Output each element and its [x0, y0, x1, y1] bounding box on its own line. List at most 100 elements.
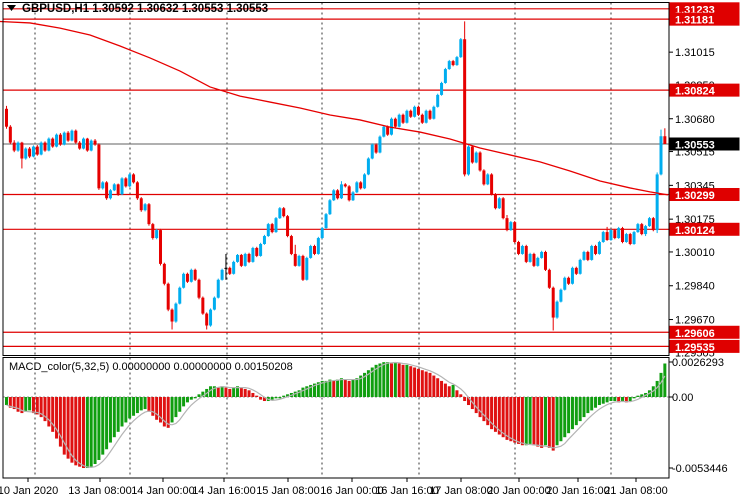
candle-body — [351, 192, 355, 201]
macd-bar — [486, 397, 490, 426]
candle-body — [24, 148, 28, 159]
macd-bar — [132, 397, 136, 416]
macd-bar — [301, 387, 305, 397]
price-level-badge-label: 1.30124 — [675, 225, 716, 237]
candle-body — [413, 106, 417, 117]
candle-body — [82, 138, 85, 149]
candle-body — [594, 245, 598, 254]
macd-bar — [120, 397, 124, 427]
candle-body — [278, 208, 282, 219]
candle-body — [509, 222, 513, 231]
macd-bar — [20, 397, 24, 414]
candle-body — [493, 194, 497, 209]
candle-body — [151, 224, 155, 239]
candle-body — [432, 106, 436, 119]
macd-bar — [82, 397, 85, 469]
candle-body — [578, 259, 582, 274]
price-level-badge-label: 1.31181 — [675, 15, 714, 27]
moving-average-line — [0, 20, 669, 196]
candle-body — [655, 174, 659, 231]
candle-body — [363, 174, 367, 189]
price-axis: 1.310151.308501.306801.305151.303451.301… — [669, 2, 740, 475]
candle-body — [31, 146, 35, 157]
macd-bar — [594, 397, 598, 408]
price-tick-label: 1.30680 — [675, 114, 715, 126]
macd-bar — [544, 397, 547, 446]
candle-body — [262, 236, 266, 244]
macd-bar — [443, 383, 447, 397]
candle-body — [313, 245, 316, 254]
candle-body — [332, 190, 336, 201]
macd-bar — [590, 397, 594, 411]
candle-body — [212, 297, 216, 310]
time-label: 20 Jan 00:00 — [487, 485, 551, 497]
candle-body — [617, 228, 621, 239]
candle-body — [66, 132, 70, 141]
macd-bar — [262, 397, 266, 402]
macd-bar — [424, 371, 428, 397]
candle-body — [193, 269, 197, 280]
candle-body — [228, 267, 232, 274]
price-tick-label: 1.30010 — [675, 247, 715, 259]
price-level-badge-label: 1.29606 — [675, 328, 715, 340]
macd-bar — [297, 390, 301, 397]
macd-bar — [455, 390, 459, 397]
main-chart-panel[interactable] — [0, 8, 669, 347]
candle-body — [497, 198, 501, 209]
candle-body — [147, 204, 151, 225]
macd-bar — [474, 397, 478, 414]
macd-bar — [251, 392, 255, 397]
candle-body — [178, 287, 182, 304]
macd-bar — [74, 397, 78, 466]
candle-body — [601, 232, 605, 243]
candle-body — [8, 126, 12, 143]
candle-body — [520, 245, 524, 254]
macd-bar — [339, 378, 343, 397]
macd-bar — [663, 363, 667, 397]
candle-body — [343, 184, 347, 187]
current-price-badge-label: 1.30553 — [675, 140, 715, 152]
macd-bar — [147, 397, 151, 412]
candle-body — [236, 254, 239, 262]
horizontal-level-lines — [3, 8, 669, 347]
candle-body — [455, 57, 459, 66]
candle-body — [647, 218, 651, 227]
macd-bar — [224, 387, 228, 397]
macd-bar — [70, 397, 74, 463]
candle-body — [108, 190, 112, 199]
candle-body — [320, 228, 324, 239]
candle-body — [135, 182, 139, 199]
macd-bar — [128, 397, 132, 419]
macd-bar — [332, 380, 336, 397]
macd-bar — [551, 397, 555, 451]
macd-bar — [397, 363, 401, 397]
candle-body — [374, 144, 378, 153]
macd-bar — [393, 362, 397, 397]
macd-panel[interactable] — [3, 361, 669, 469]
candle-body — [555, 301, 559, 318]
candle-body — [120, 178, 124, 195]
candle-body — [628, 234, 632, 244]
price-level-badge-label: 1.30824 — [675, 86, 716, 98]
macd-bar — [621, 397, 624, 402]
macd-bar — [155, 397, 159, 420]
symbol-dropdown-icon[interactable] — [7, 5, 16, 11]
macd-bar — [420, 370, 424, 397]
macd-bar — [386, 362, 390, 397]
macd-bar — [28, 397, 32, 411]
macd-bar — [270, 397, 274, 400]
candle-body — [209, 309, 213, 326]
candle-body — [501, 198, 505, 219]
macd-bar — [374, 364, 378, 397]
macd-bar — [628, 397, 632, 402]
candle-body — [486, 174, 490, 185]
candle-body — [124, 178, 128, 187]
macd-bar — [85, 397, 89, 469]
candle-body — [505, 218, 509, 231]
macd-bar — [236, 386, 239, 397]
macd-bar — [347, 380, 351, 397]
macd-bar — [159, 397, 162, 423]
price-level-badge-label: 1.29535 — [675, 342, 715, 354]
macd-axis-label: -0.0053446 — [672, 463, 728, 475]
